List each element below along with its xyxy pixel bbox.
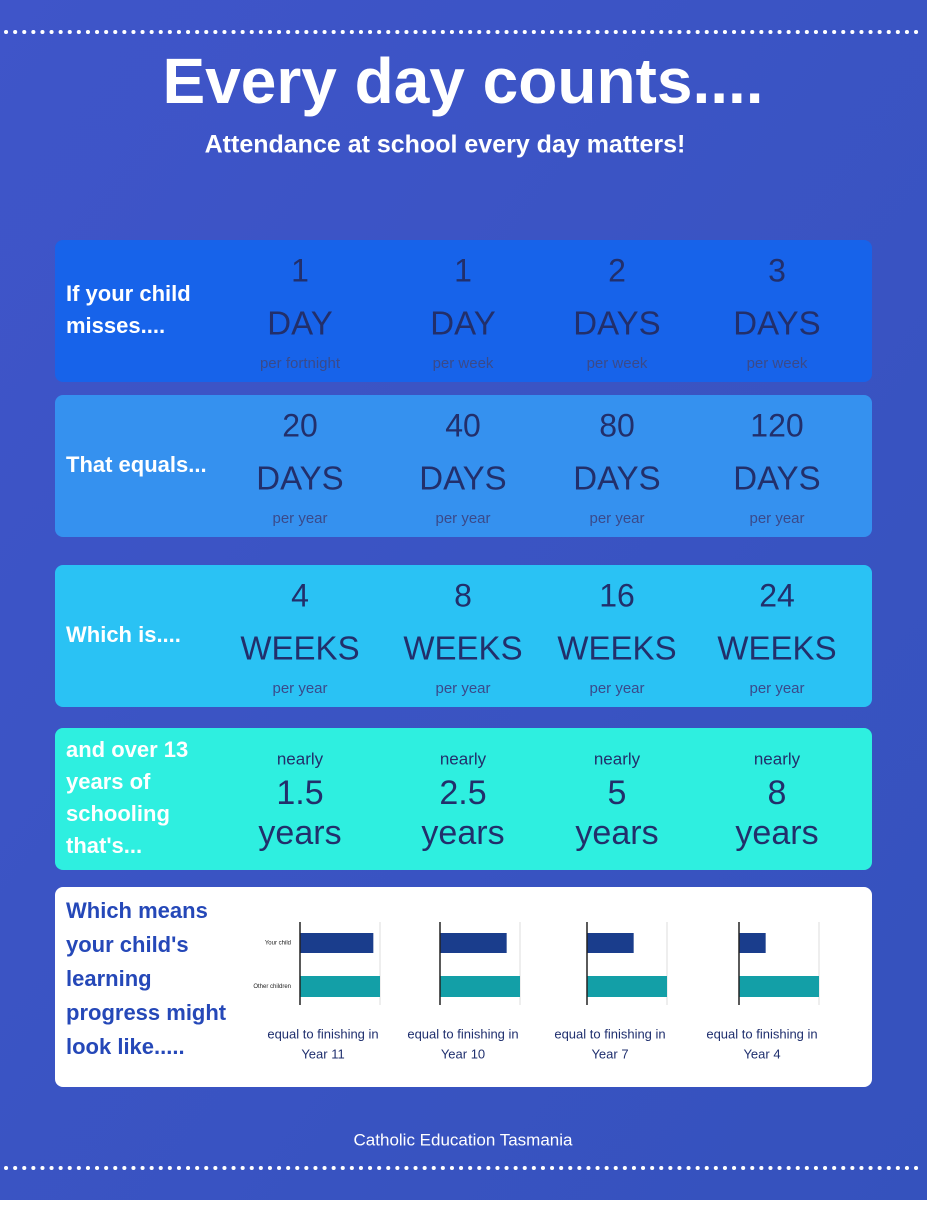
cell-unit: WEEKS (717, 630, 836, 667)
cell-number: 20 (282, 407, 318, 443)
cell-prefix: nearly (594, 749, 641, 768)
caption: equal to finishing in (706, 1026, 817, 1041)
caption-year: Year 4 (743, 1046, 780, 1061)
cell-number: 2 (608, 252, 626, 288)
cell-unit: years (575, 814, 658, 852)
row-label: misses.... (66, 313, 165, 338)
row-box (55, 395, 872, 537)
cell-unit: DAY (430, 305, 495, 342)
cell-unit: DAY (267, 305, 332, 342)
cell-prefix: nearly (754, 749, 801, 768)
row-label: years of (66, 769, 151, 794)
footer: Catholic Education Tasmania (354, 1130, 573, 1149)
cell-note: per week (587, 355, 648, 372)
cell-number: 3 (768, 252, 786, 288)
cell-number: 8 (454, 577, 472, 613)
progress-bar (587, 976, 667, 997)
cell-unit: DAYS (256, 460, 343, 497)
row-box (55, 728, 872, 870)
cell-unit: DAYS (573, 460, 660, 497)
row-label: learning (66, 966, 152, 991)
cell-unit: DAYS (419, 460, 506, 497)
row-label: If your child (66, 281, 191, 306)
bar-label: Other children (253, 984, 291, 990)
cell-unit: DAYS (733, 305, 820, 342)
bar-label: Your child (265, 941, 291, 947)
row-label: schooling (66, 801, 170, 826)
cell-note: per year (272, 510, 327, 527)
cell-number: 4 (291, 577, 309, 613)
row-label: your child's (66, 932, 189, 957)
cell-number: 120 (750, 407, 803, 443)
cell-unit: years (258, 814, 341, 852)
cell-number: 24 (759, 577, 795, 613)
cell-unit: DAYS (573, 305, 660, 342)
cell-number: 5 (608, 774, 627, 812)
row-label: progress might (66, 1000, 227, 1025)
row-label: Which means (66, 898, 208, 923)
cell-note: per week (433, 355, 494, 372)
caption: equal to finishing in (407, 1026, 518, 1041)
cell-note: per year (749, 510, 804, 527)
progress-bar (587, 933, 634, 953)
caption-year: Year 7 (591, 1046, 628, 1061)
row-label: That equals... (66, 452, 207, 477)
cell-number: 1 (454, 252, 472, 288)
cell-note: per week (747, 355, 808, 372)
cell-number: 1.5 (276, 774, 323, 812)
row-label: and over 13 (66, 737, 188, 762)
cell-note: per fortnight (260, 355, 341, 372)
row-box (55, 240, 872, 382)
cell-prefix: nearly (440, 749, 487, 768)
cell-unit: DAYS (733, 460, 820, 497)
progress-bar (739, 976, 819, 997)
cell-note: per year (749, 680, 804, 697)
cell-unit: WEEKS (403, 630, 522, 667)
cell-number: 80 (599, 407, 635, 443)
progress-bar (440, 933, 507, 953)
caption: equal to finishing in (267, 1026, 378, 1041)
subtitle: Attendance at school every day matters! (205, 131, 686, 159)
cell-note: per year (435, 510, 490, 527)
caption-year: Year 10 (441, 1046, 485, 1061)
cell-number: 40 (445, 407, 481, 443)
cell-unit: WEEKS (557, 630, 676, 667)
cell-number: 16 (599, 577, 635, 613)
cell-note: per year (272, 680, 327, 697)
cell-note: per year (435, 680, 490, 697)
caption-year: Year 11 (301, 1046, 344, 1061)
progress-bar (440, 976, 520, 997)
cell-number: 2.5 (439, 774, 486, 812)
cell-number: 8 (768, 774, 787, 812)
cell-note: per year (589, 510, 644, 527)
cell-note: per year (589, 680, 644, 697)
row-label: Which is.... (66, 622, 181, 647)
row-label: that's... (66, 833, 142, 858)
progress-bar (300, 976, 380, 997)
cell-unit: years (421, 814, 504, 852)
cell-unit: years (735, 814, 818, 852)
progress-bar (739, 933, 766, 953)
cell-unit: WEEKS (240, 630, 359, 667)
row-box (55, 565, 872, 707)
cell-prefix: nearly (277, 749, 324, 768)
cell-number: 1 (291, 252, 309, 288)
progress-bar (300, 933, 374, 953)
title: Every day counts.... (162, 45, 763, 117)
row-label: look like..... (66, 1034, 185, 1059)
caption: equal to finishing in (554, 1026, 665, 1041)
